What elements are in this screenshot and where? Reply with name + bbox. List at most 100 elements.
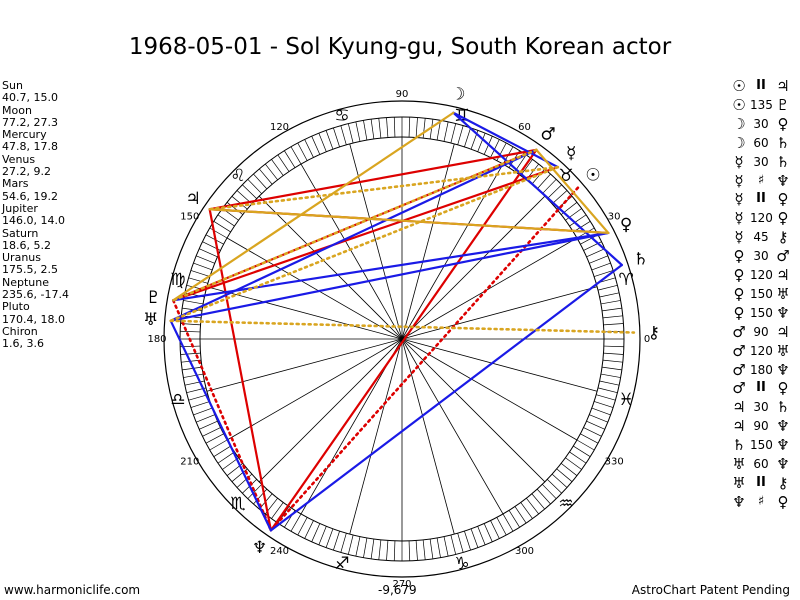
aspect-line (269, 263, 623, 532)
degree-tick (600, 373, 621, 378)
chart-title: 1968-05-01 - Sol Kyung-gu, South Korean … (128, 34, 672, 60)
degree-tick (551, 190, 568, 205)
sign-scorpio-icon: ♏ (230, 494, 245, 514)
degree-tick (542, 484, 557, 499)
degree-tick (226, 202, 244, 215)
spoke-line (401, 163, 504, 340)
planet-name-sun: Sun (2, 79, 23, 92)
degree-tick (347, 123, 354, 144)
sign-sagittarius-icon: ♐ (334, 554, 349, 574)
degree-tick (490, 520, 500, 539)
degree-tick (591, 407, 611, 416)
degree-tick (393, 540, 396, 561)
planet-coords-venus: 27.2, 9.2 (2, 165, 51, 179)
aspect-planet-glyph: ♀ (777, 209, 789, 228)
aspect-line (452, 111, 559, 169)
sign-libra-icon: ♎ (170, 390, 185, 410)
planet-name-chiron: Chiron (2, 324, 38, 338)
aspect-planet-glyph: ♂ (732, 341, 746, 360)
degree-tick (502, 513, 514, 532)
degree-tick (222, 457, 239, 470)
degree-label: 330 (605, 457, 624, 468)
aspect-type: 30 (753, 249, 769, 264)
degree-tick (347, 534, 354, 555)
planet-coords-jupiter: 146.0, 14.0 (2, 214, 65, 228)
spoke-line (226, 338, 403, 441)
planet-name-mercury: Mercury (2, 128, 47, 142)
spoke-line (206, 286, 403, 340)
degree-tick (483, 523, 493, 542)
degree-tick (597, 387, 618, 394)
degree-label: 0 (644, 334, 650, 345)
outer-circle (163, 100, 641, 578)
aspect-planet-glyph: ⚷ (777, 473, 789, 492)
degree-tick (182, 366, 203, 371)
spoke-line (401, 286, 598, 340)
spoke-line (401, 338, 578, 441)
aspect-planet-glyph: ♆ (776, 303, 790, 322)
degree-tick (231, 468, 248, 482)
aspect-planet-glyph: ♀ (777, 114, 789, 133)
degree-tick (436, 120, 441, 141)
degree-tick (271, 502, 284, 519)
degree-tick (202, 427, 221, 437)
degree-tick (386, 117, 389, 138)
aspect-type: II (756, 78, 766, 93)
planet-name-neptune: Neptune (2, 275, 50, 289)
aspect-line (269, 148, 538, 532)
planet-name-uranus: Uranus (2, 251, 41, 265)
aspect-line (169, 231, 610, 322)
spoke-line (258, 338, 403, 483)
planet-neptune-icon: ♆ (252, 538, 267, 558)
planet-venus-icon: ♀ (620, 215, 632, 235)
degree-tick (601, 307, 622, 312)
degree-tick (408, 117, 411, 138)
degree-tick (596, 394, 616, 401)
sign-aries-icon: ♈ (618, 270, 633, 290)
aspect-planet-glyph: ♃ (776, 322, 790, 341)
planet-name-pluto: Pluto (2, 300, 30, 314)
degree-tick (188, 277, 208, 284)
degree-tick (415, 540, 418, 561)
degree-tick (477, 526, 486, 545)
degree-tick (205, 433, 224, 444)
degree-tick (589, 255, 608, 264)
degree-tick (247, 484, 262, 499)
aspect-planet-glyph: ♀ (777, 492, 789, 511)
aspect-planet-glyph: ♅ (732, 473, 746, 492)
degree-label: 180 (147, 334, 166, 345)
degree-tick (477, 133, 486, 152)
degree-label: 240 (270, 546, 289, 557)
degree-label: 270 (392, 579, 411, 590)
degree-tick (457, 533, 464, 553)
degree-tick (591, 262, 611, 271)
planet-uranus-icon: ♅ (143, 310, 158, 330)
spoke-line (349, 143, 403, 340)
aspect-planet-glyph: ♀ (733, 247, 745, 266)
planet-name-saturn: Saturn (2, 226, 39, 240)
degree-tick (386, 540, 389, 561)
aspect-planet-glyph: ♇ (776, 95, 790, 114)
degree-tick (217, 214, 235, 227)
degree-tick (378, 118, 382, 139)
aspect-planet-glyph: ♃ (776, 266, 790, 284)
aspect-line (208, 208, 610, 235)
spoke-line (401, 338, 598, 392)
sign-virgo-icon: ♍ (170, 270, 185, 290)
degree-tick (415, 117, 418, 138)
degree-tick (311, 523, 321, 542)
degree-tick (190, 401, 210, 408)
aspect-planet-glyph: ♂ (776, 247, 790, 266)
planet-coords-pluto: 170.4, 18.0 (2, 312, 65, 326)
aspect-planet-glyph: ♀ (733, 303, 745, 322)
planet-coords-chiron: 1.6, 3.6 (2, 337, 44, 351)
degree-tick (408, 540, 411, 561)
degree-tick (580, 433, 599, 444)
degree-tick (304, 139, 314, 158)
aspect-line (172, 231, 610, 302)
degree-tick (259, 168, 273, 185)
degree-tick (565, 457, 582, 470)
sign-cancer-icon: ♋ (334, 106, 349, 126)
planet-jupiter-icon: ♃ (185, 189, 200, 209)
degree-tick (325, 528, 334, 548)
